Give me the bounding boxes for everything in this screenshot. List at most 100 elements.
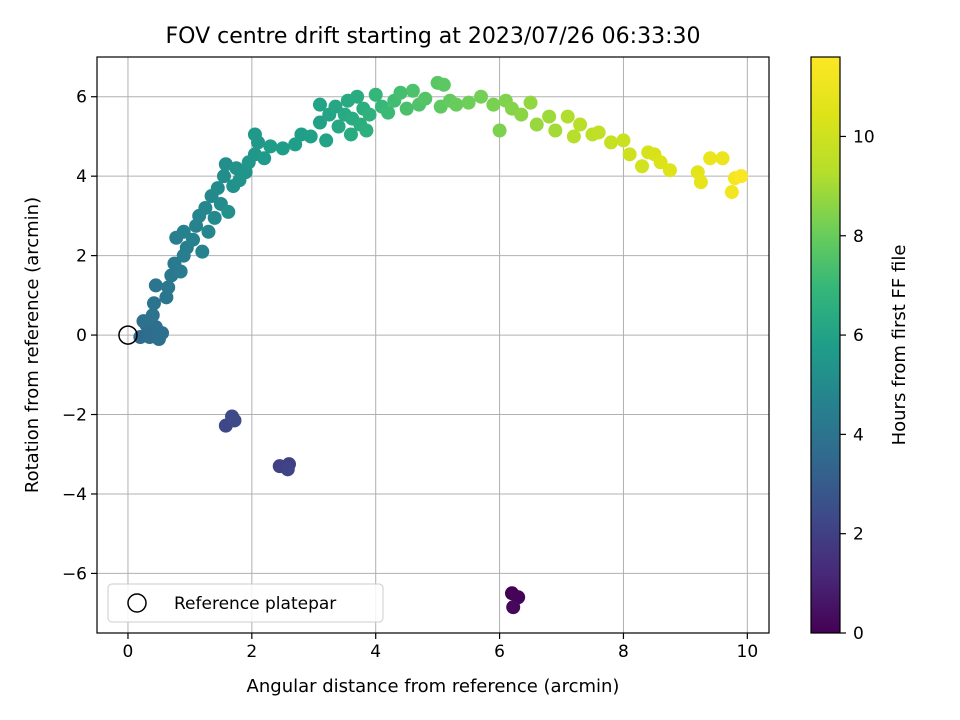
data-point (218, 157, 233, 172)
data-point (319, 133, 334, 148)
data-point (715, 151, 730, 166)
data-point (198, 200, 213, 215)
reference-platepar-marker (118, 325, 138, 345)
y-tick-label: 0 (76, 326, 87, 346)
colorbar-gradient (810, 56, 841, 634)
data-point (492, 123, 507, 138)
data-point (155, 326, 170, 341)
x-tick-label: 10 (737, 642, 759, 662)
x-tick-label: 2 (246, 642, 257, 662)
data-point (523, 95, 538, 110)
data-point (461, 95, 476, 110)
data-point (529, 117, 544, 132)
data-point (227, 413, 242, 428)
data-point (186, 232, 200, 247)
colorbar-tick-label: 0 (853, 624, 864, 644)
data-point (381, 105, 396, 120)
colorbar-tick-label: 4 (853, 425, 864, 445)
y-tick-label: 4 (76, 167, 87, 187)
data-point (604, 135, 619, 150)
legend: Reference platepar (107, 583, 384, 623)
data-point (275, 141, 290, 156)
data-point (343, 127, 358, 142)
colorbar: 0 2 4 6 8 10 Hours from first FF file (810, 56, 910, 644)
x-tick-label: 8 (618, 642, 629, 662)
data-point (514, 107, 529, 122)
colorbar-label: Hours from first FF file (889, 245, 910, 446)
data-point (436, 77, 451, 92)
y-tick-label: −2 (62, 406, 87, 426)
y-tick-label: −6 (62, 564, 87, 584)
data-point (616, 133, 631, 148)
data-point (312, 97, 327, 112)
colorbar-ticks: 0 2 4 6 8 10 (840, 127, 875, 644)
x-axis-ticks: 0 2 4 6 8 10 (123, 633, 759, 662)
y-axis-label: Rotation from reference (arcmin) (22, 197, 43, 493)
data-point (560, 109, 575, 124)
data-point (693, 175, 708, 190)
data-point (399, 101, 414, 116)
data-point (145, 308, 160, 323)
data-point (331, 119, 346, 134)
chart-title: FOV centre drift starting at 2023/07/26 … (166, 24, 701, 49)
data-point (328, 99, 343, 114)
data-point (146, 296, 161, 311)
y-tick-label: −4 (62, 485, 87, 505)
data-point (247, 127, 262, 142)
plot-background (97, 57, 769, 633)
data-point (359, 123, 374, 138)
data-point (566, 129, 581, 144)
colorbar-tick-label: 6 (853, 326, 864, 346)
data-point (280, 462, 295, 477)
data-point (573, 117, 588, 132)
plot-frame (96, 56, 770, 634)
data-point (362, 107, 377, 122)
data-point (405, 83, 420, 98)
data-point (474, 89, 488, 104)
data-point (635, 159, 650, 174)
data-point (201, 224, 216, 239)
data-point (148, 278, 163, 293)
data-point (418, 91, 433, 106)
x-tick-label: 0 (123, 642, 134, 662)
data-point (161, 280, 176, 295)
x-tick-label: 4 (370, 642, 381, 662)
data-point (173, 264, 188, 279)
data-point (216, 169, 231, 184)
data-point (263, 139, 278, 154)
data-point (176, 224, 191, 239)
data-point (207, 210, 222, 225)
data-point (703, 151, 718, 166)
grid-lines (97, 57, 769, 633)
plot-area: 0 2 4 6 8 10 −6 −4 −2 0 2 4 6 Reference platepar (62, 56, 770, 662)
data-point (449, 97, 464, 112)
data-point (653, 155, 668, 170)
legend-box (107, 583, 384, 623)
data-point (221, 204, 236, 219)
data-point (662, 163, 677, 178)
data-point (734, 169, 749, 184)
data-point (210, 181, 225, 196)
scatter-points (133, 75, 749, 615)
data-point (303, 129, 318, 144)
data-point (350, 89, 365, 104)
data-point (548, 123, 563, 138)
data-point (368, 87, 383, 102)
x-tick-label: 6 (494, 642, 505, 662)
data-point (312, 115, 327, 130)
legend-label-reference-platepar: Reference platepar (174, 594, 336, 614)
colorbar-tick-label: 8 (853, 227, 864, 247)
legend-reference-marker (127, 593, 147, 613)
data-point (724, 185, 739, 200)
data-point (486, 97, 501, 112)
y-axis-ticks: −6 −4 −2 0 2 4 6 (62, 88, 97, 584)
x-axis-label: Angular distance from reference (arcmin) (247, 676, 620, 697)
data-point (622, 147, 637, 162)
data-point (591, 125, 606, 140)
data-point (506, 600, 521, 615)
data-point (542, 109, 557, 124)
colorbar-tick-label: 10 (853, 127, 875, 147)
data-point (393, 85, 408, 100)
data-point (257, 151, 272, 166)
